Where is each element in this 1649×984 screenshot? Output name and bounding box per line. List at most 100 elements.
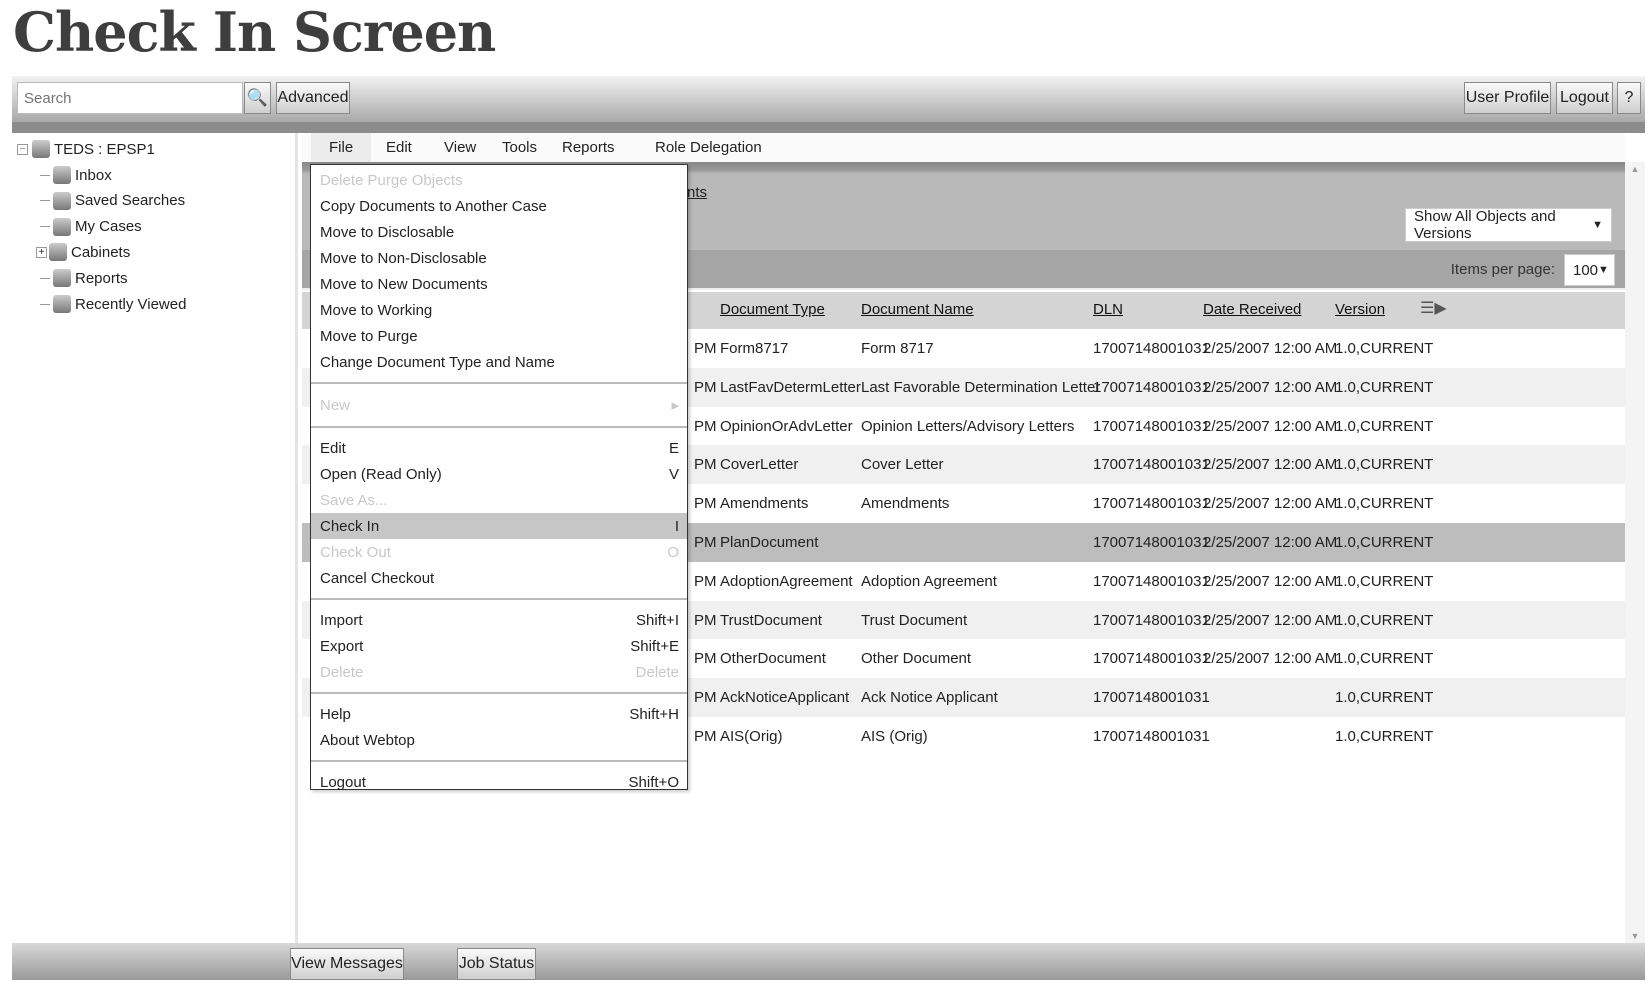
menu-bar: File Edit View Tools Reports Role Delegation xyxy=(302,133,1625,162)
menu-separator xyxy=(311,692,687,694)
collapse-icon[interactable]: − xyxy=(17,143,28,155)
tree-item-label: My Cases xyxy=(75,218,142,236)
menu-item-save-as[interactable]: Save As... xyxy=(311,487,687,513)
cell-date: 2/25/2007 12:00 AM xyxy=(1203,534,1338,551)
tree-item[interactable]: My Cases xyxy=(40,215,142,239)
menu-item-delete[interactable]: Delete Delete xyxy=(311,659,687,685)
view-messages-button[interactable]: View Messages xyxy=(290,948,404,980)
cell-dln: 17007148001031 xyxy=(1093,534,1210,551)
filter-select[interactable]: Show All Objects and Versions ▼ xyxy=(1405,208,1612,242)
menu-item-shortcut: Shift+E xyxy=(630,637,679,655)
menu-item-copy-documents-to-another-case[interactable]: Copy Documents to Another Case xyxy=(311,193,687,219)
menu-item-open-read-only[interactable]: Open (Read Only) V xyxy=(311,461,687,487)
cell-name: Cover Letter xyxy=(861,456,944,474)
tree-item[interactable]: Inbox xyxy=(40,163,112,187)
logout-button[interactable]: Logout xyxy=(1556,82,1613,114)
menu-file[interactable]: File xyxy=(311,133,372,162)
menu-item-new[interactable]: New ▸ xyxy=(311,391,687,419)
menu-item-shortcut: O xyxy=(667,543,679,561)
column-dln[interactable]: DLN xyxy=(1093,301,1124,318)
scrollbar[interactable]: ▲ ▼ xyxy=(1625,162,1645,943)
magnifier-icon xyxy=(53,191,71,210)
menu-item-import[interactable]: Import Shift+I xyxy=(311,607,687,633)
search-button[interactable]: 🔍 xyxy=(244,82,271,114)
column-document-name[interactable]: Document Name xyxy=(861,301,974,318)
cell-prefix: PM xyxy=(694,378,717,396)
menu-tools[interactable]: Tools xyxy=(502,139,538,156)
cell-type: CoverLetter xyxy=(720,456,799,474)
submenu-arrow-icon: ▸ xyxy=(671,397,679,414)
menu-item-about-webtop[interactable]: About Webtop xyxy=(311,727,687,753)
menu-edit[interactable]: Edit xyxy=(386,139,412,156)
help-button[interactable]: ? xyxy=(1617,82,1641,114)
menu-item-label: Edit xyxy=(320,439,346,457)
file-menu: Delete Purge Objects Copy Documents to An… xyxy=(310,164,688,791)
filter-select-value: Show All Objects and Versions xyxy=(1414,208,1556,242)
menu-item-logout[interactable]: Logout Shift+O xyxy=(311,769,687,795)
menu-item-edit[interactable]: Edit E xyxy=(311,435,687,461)
cell-dln: 17007148001031 xyxy=(1093,689,1210,707)
page-title: Check In Screen xyxy=(13,0,496,64)
cabinet-icon xyxy=(49,243,67,262)
menu-item-check-in[interactable]: Check In I xyxy=(311,513,687,539)
cell-name: Ack Notice Applicant xyxy=(861,689,998,707)
items-per-page-label: Items per page: xyxy=(1450,261,1555,278)
tree-item[interactable]: Recently Viewed xyxy=(40,292,186,316)
cell-dln: 17007148001031 xyxy=(1093,378,1210,396)
menu-item-help[interactable]: Help Shift+H xyxy=(311,701,687,727)
menu-reports[interactable]: Reports xyxy=(562,139,615,156)
menu-item-check-out[interactable]: Check Out O xyxy=(311,539,687,565)
column-document-type[interactable]: Document Type xyxy=(720,301,825,318)
job-status-button[interactable]: Job Status xyxy=(457,948,536,980)
menu-item-cancel-checkout[interactable]: Cancel Checkout xyxy=(311,565,687,591)
menu-item-move-to-new-documents[interactable]: Move to New Documents xyxy=(311,271,687,297)
menu-item-move-to-purge[interactable]: Move to Purge xyxy=(311,323,687,349)
search-input[interactable] xyxy=(17,82,243,114)
cell-name: Adoption Agreement xyxy=(861,572,997,590)
menu-item-export[interactable]: Export Shift+E xyxy=(311,633,687,659)
cell-prefix: PM xyxy=(694,417,717,435)
cell-type: PlanDocument xyxy=(720,534,819,551)
tree-item[interactable]: Saved Searches xyxy=(40,189,185,213)
cell-name: Last Favorable Determination Letter xyxy=(861,378,1101,396)
menu-separator xyxy=(311,598,687,600)
menu-item-move-to-disclosable[interactable]: Move to Disclosable xyxy=(311,219,687,245)
menu-item-delete-purge-objects[interactable]: Delete Purge Objects xyxy=(311,167,687,193)
menu-item-label: Move to Disclosable xyxy=(320,223,455,241)
cell-dln: 17007148001031 xyxy=(1093,650,1210,668)
column-date-received[interactable]: Date Received xyxy=(1203,301,1302,318)
star-icon xyxy=(53,295,71,313)
menu-role-delegation[interactable]: Role Delegation xyxy=(655,139,762,156)
column-chooser-icon[interactable]: ☰▶ xyxy=(1420,300,1447,317)
tree-item-label: Recently Viewed xyxy=(75,295,187,313)
tree-item[interactable]: Reports xyxy=(40,266,128,290)
cell-date: 2/25/2007 12:00 AM xyxy=(1203,340,1338,357)
cell-date: 2/25/2007 12:00 AM xyxy=(1203,611,1338,629)
cell-date: 2/25/2007 12:00 AM xyxy=(1203,417,1338,435)
menu-item-move-to-non-disclosable[interactable]: Move to Non-Disclosable xyxy=(311,245,687,271)
column-version[interactable]: Version xyxy=(1335,301,1386,318)
menu-item-change-document-type-and-name[interactable]: Change Document Type and Name xyxy=(311,349,687,375)
menu-item-label: Help xyxy=(320,705,351,723)
expand-icon[interactable]: + xyxy=(36,246,47,258)
tree-root[interactable]: − TEDS : EPSP1 xyxy=(17,137,155,161)
cell-version: 1.0,CURRENT xyxy=(1335,611,1434,629)
tree-line xyxy=(40,200,50,202)
cell-type: OpinionOrAdvLetter xyxy=(720,417,853,435)
items-per-page-select[interactable]: 100 ▼ xyxy=(1564,254,1615,286)
menu-view[interactable]: View xyxy=(444,139,477,156)
scroll-down-icon[interactable]: ▼ xyxy=(1630,931,1640,941)
menu-item-move-to-working[interactable]: Move to Working xyxy=(311,297,687,323)
tree-item[interactable]: + Cabinets xyxy=(36,240,130,264)
user-profile-button[interactable]: User Profile xyxy=(1464,82,1551,114)
breadcrumb-link[interactable]: nts xyxy=(687,184,708,201)
cell-date: 2/25/2007 12:00 AM xyxy=(1203,495,1338,513)
cell-version: 1.0,CURRENT xyxy=(1335,495,1434,513)
cases-icon xyxy=(53,217,71,236)
cell-type: LastFavDetermLetter xyxy=(720,378,861,396)
advanced-search-button[interactable]: Advanced xyxy=(276,82,350,114)
tree-line xyxy=(40,174,50,176)
cell-dln: 17007148001031 xyxy=(1093,572,1210,590)
scroll-up-icon[interactable]: ▲ xyxy=(1630,164,1640,174)
cell-version: 1.0,CURRENT xyxy=(1335,417,1434,435)
